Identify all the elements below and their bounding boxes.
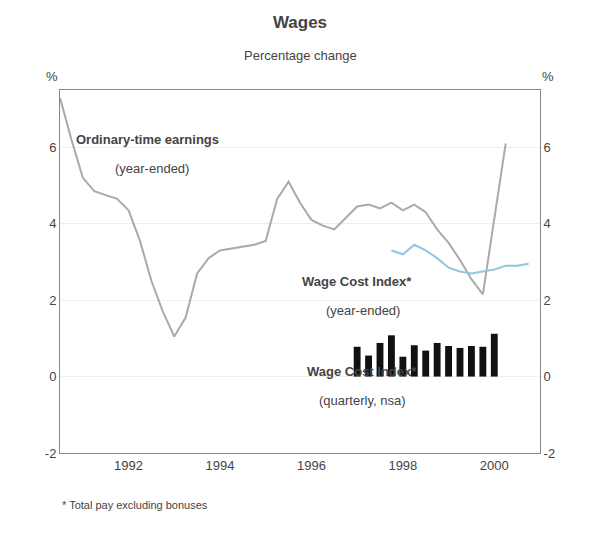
- svg-text:4: 4: [49, 216, 56, 231]
- svg-text:* Total pay excluding bonuses: * Total pay excluding bonuses: [62, 499, 208, 511]
- svg-text:1992: 1992: [114, 458, 143, 473]
- svg-text:2: 2: [49, 293, 56, 308]
- svg-text:2: 2: [544, 293, 551, 308]
- svg-text:0: 0: [49, 369, 56, 384]
- svg-text:%: %: [46, 69, 58, 84]
- svg-text:1998: 1998: [388, 458, 417, 473]
- svg-text:Wage Cost Index*: Wage Cost Index*: [302, 274, 412, 289]
- svg-text:%: %: [542, 69, 554, 84]
- svg-text:2000: 2000: [480, 458, 509, 473]
- svg-text:0: 0: [544, 369, 551, 384]
- svg-text:-2: -2: [45, 446, 57, 461]
- svg-text:6: 6: [49, 140, 56, 155]
- svg-text:(year-ended): (year-ended): [115, 161, 189, 176]
- svg-text:6: 6: [544, 140, 551, 155]
- svg-text:1996: 1996: [297, 458, 326, 473]
- svg-text:1994: 1994: [206, 458, 235, 473]
- svg-text:Percentage change: Percentage change: [244, 48, 357, 63]
- svg-text:Wage Cost Index*: Wage Cost Index*: [307, 364, 417, 379]
- svg-text:Ordinary-time earnings: Ordinary-time earnings: [76, 132, 219, 147]
- svg-text:4: 4: [544, 216, 551, 231]
- svg-text:(year-ended): (year-ended): [326, 303, 400, 318]
- svg-text:-2: -2: [544, 446, 556, 461]
- svg-text:Wages: Wages: [273, 13, 327, 32]
- svg-text:(quarterly, nsa): (quarterly, nsa): [319, 393, 405, 408]
